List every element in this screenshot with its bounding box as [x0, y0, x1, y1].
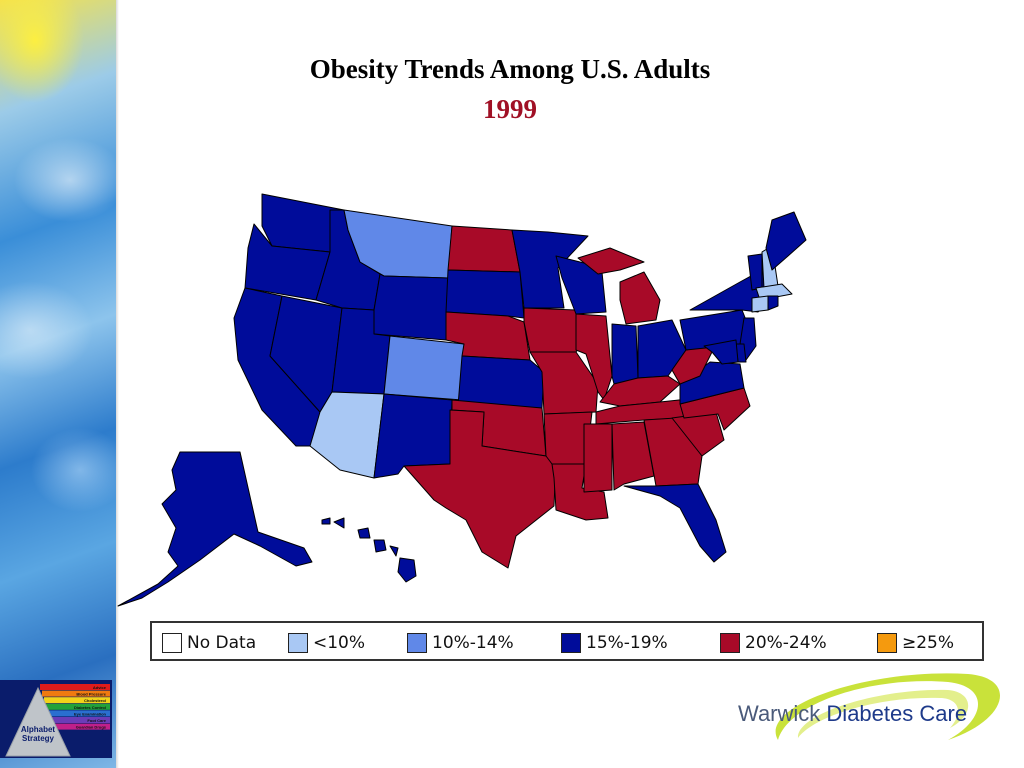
legend-label: 20%-24%: [745, 633, 827, 653]
alphabet-triangle: [5, 686, 71, 757]
state-in: [611, 323, 639, 385]
alphabet-band: [44, 697, 110, 704]
state-nd: [447, 225, 521, 273]
alphabet-label-1: Alphabet: [21, 725, 56, 734]
state-co: [383, 335, 465, 401]
brand-swoosh-inner: [797, 689, 969, 738]
legend-swatch: [407, 633, 427, 653]
legend-swatch: [877, 633, 897, 653]
alphabet-band: [46, 703, 110, 710]
state-hi: [321, 517, 417, 583]
alphabet-band: [50, 717, 110, 723]
legend-item-15-19: 15%-19%: [561, 631, 668, 655]
alphabet-band: [42, 690, 110, 697]
map-legend: No Data <10% 10%-14% 15%-19% 20%-24% ≥25…: [150, 621, 984, 661]
brand-part2: Diabetes Care: [826, 701, 968, 726]
state-mn: [511, 229, 589, 309]
brand-swoosh-outer: [775, 673, 1001, 740]
state-ms: [583, 423, 613, 493]
side-band-shadow: [116, 0, 119, 768]
alphabet-strategy-logo: Advice Blood Pressure Cholesterol Diabetes …: [0, 680, 112, 758]
alphabet-band-label: Advice: [93, 685, 107, 690]
state-sd: [445, 269, 525, 319]
warwick-diabetes-care-logo: Warwick Diabetes Care: [718, 666, 1008, 756]
brand-part1: Warwick: [738, 701, 821, 726]
state-me: [765, 211, 807, 271]
legend-swatch: [561, 633, 581, 653]
alphabet-band: [40, 684, 110, 690]
alphabet-band-label: Blood Pressure: [76, 692, 106, 697]
state-md: [703, 339, 739, 365]
legend-swatch: [162, 633, 182, 653]
legend-label: No Data: [187, 633, 257, 653]
alphabet-band-label: Foot Care: [87, 718, 106, 723]
state-wy: [373, 273, 449, 341]
state-mi: [577, 247, 661, 325]
alphabet-band-label: Cholesterol: [84, 698, 106, 703]
brand-text: Warwick Diabetes Care: [738, 701, 967, 727]
state-tx: [403, 409, 557, 569]
us-map: [110, 180, 830, 610]
state-ak: [117, 451, 313, 607]
alphabet-band: [48, 710, 110, 717]
legend-item-no-data: No Data: [162, 631, 256, 655]
alphabet-band-label: Eye Examination: [74, 711, 107, 716]
legend-swatch: [720, 633, 740, 653]
legend-item-20-24: 20%-24%: [720, 631, 827, 655]
legend-label: ≥25%: [902, 633, 955, 653]
state-fl: [623, 483, 727, 563]
state-ks: [457, 355, 545, 409]
legend-label: 15%-19%: [586, 633, 668, 653]
state-al: [611, 421, 655, 491]
legend-label: <10%: [313, 633, 366, 653]
legend-item-10-14: 10%-14%: [407, 631, 514, 655]
state-ri: [767, 295, 779, 311]
legend-swatch: [288, 633, 308, 653]
legend-label: 10%-14%: [432, 633, 514, 653]
state-ct: [751, 295, 769, 313]
alphabet-band: [52, 723, 110, 730]
page-title: Obesity Trends Among U.S. Adults: [309, 54, 711, 84]
alphabet-label-2: Strategy: [22, 734, 55, 743]
state-il: [575, 313, 613, 401]
page-year: 1999: [483, 94, 537, 124]
decorative-side-band: [0, 0, 116, 768]
alphabet-band-label: Diabetes Control: [74, 705, 106, 710]
legend-item-under-10: <10%: [288, 631, 365, 655]
legend-item-25-plus: ≥25%: [877, 631, 954, 655]
alphabet-band-label: Guardian Drugs: [76, 725, 107, 730]
